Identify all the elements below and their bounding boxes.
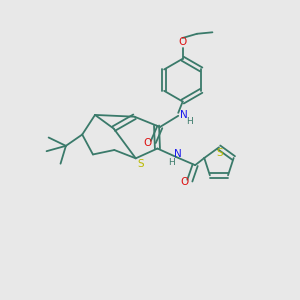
Text: O: O	[144, 138, 152, 148]
Text: S: S	[216, 148, 223, 158]
Text: O: O	[180, 177, 189, 187]
Text: N: N	[174, 149, 182, 159]
Text: S: S	[138, 159, 144, 169]
Text: H: H	[186, 117, 193, 126]
Text: O: O	[178, 38, 187, 47]
Text: H: H	[168, 158, 175, 167]
Text: N: N	[180, 110, 188, 120]
